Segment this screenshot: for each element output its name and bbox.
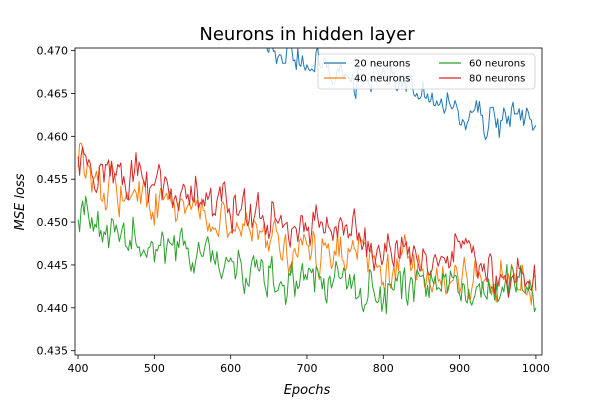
x-tick-label: 800 (373, 362, 394, 375)
y-tick-label: 0.455 (37, 173, 69, 186)
series-line-80-neurons (77, 146, 537, 298)
series-line-40-neurons (77, 142, 537, 306)
x-tick-label: 1000 (522, 362, 550, 375)
y-tick-label: 0.440 (37, 302, 69, 315)
x-tick-label: 600 (220, 362, 241, 375)
y-axis-label: MSE loss (13, 173, 28, 230)
series-line-60-neurons (77, 195, 537, 315)
legend-label: 40 neurons (354, 74, 410, 85)
x-axis-label: Epochs (284, 383, 331, 398)
legend: 20 neurons 40 neurons 60 neurons 80 neurons (317, 53, 536, 90)
legend-label: 60 neurons (469, 59, 525, 70)
legend-label: 80 neurons (469, 74, 525, 85)
legend-label: 20 neurons (354, 59, 410, 70)
plot-frame (74, 47, 543, 356)
y-axis-ticks: 0.435 0.440 0.445 0.450 0.455 0.460 0.465 0.470 (37, 45, 75, 358)
x-tick-label: 400 (68, 362, 89, 375)
legend-box (317, 53, 536, 90)
x-tick-label: 700 (296, 362, 317, 375)
y-tick-label: 0.470 (37, 45, 69, 58)
x-tick-label: 900 (449, 362, 470, 375)
y-tick-label: 0.450 (37, 216, 69, 229)
x-tick-label: 500 (144, 362, 165, 375)
y-tick-label: 0.465 (37, 87, 69, 100)
x-axis-ticks: 400 500 600 700 800 900 1000 (68, 355, 550, 375)
y-tick-label: 0.445 (37, 259, 69, 272)
y-tick-label: 0.460 (37, 130, 69, 143)
y-tick-label: 0.435 (37, 345, 69, 358)
chart-title: Neurons in hidden layer (199, 24, 415, 45)
